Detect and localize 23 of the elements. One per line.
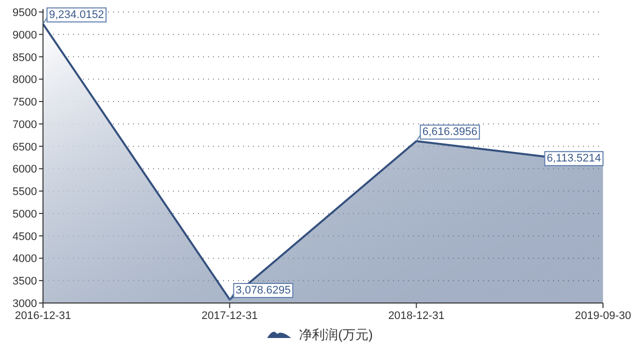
data-label: 9,234.0152 [49, 8, 104, 21]
y-tick-label: 9000 [12, 29, 37, 42]
x-tick-label: 2018-12-31 [388, 310, 444, 322]
y-tick-label: 7500 [12, 96, 37, 109]
y-tick-label: 4000 [12, 253, 37, 266]
data-label: 6,616.3956 [422, 126, 478, 138]
x-tick-label: 2017-12-31 [202, 310, 258, 322]
legend-label: 净利润(万元) [299, 327, 373, 342]
y-tick-label: 7000 [12, 118, 37, 131]
y-tick-label: 5500 [12, 186, 37, 198]
y-tick-label: 5000 [12, 208, 37, 220]
x-tick-label: 2019-09-30 [574, 310, 632, 322]
data-label: 6,113.5214 [546, 152, 601, 165]
y-tick-label: 8000 [12, 74, 37, 86]
y-tick-label: 6500 [12, 141, 37, 154]
data-label: 3,078.6295 [236, 284, 291, 296]
y-tick-label: 4500 [12, 230, 37, 243]
y-tick-label: 3500 [12, 276, 37, 288]
y-tick-label: 3000 [12, 298, 37, 310]
y-tick-label: 6000 [12, 164, 37, 176]
y-tick-label: 8500 [12, 52, 37, 64]
y-tick-label: 9500 [12, 7, 37, 19]
x-tick-label: 2016-12-31 [14, 310, 72, 322]
